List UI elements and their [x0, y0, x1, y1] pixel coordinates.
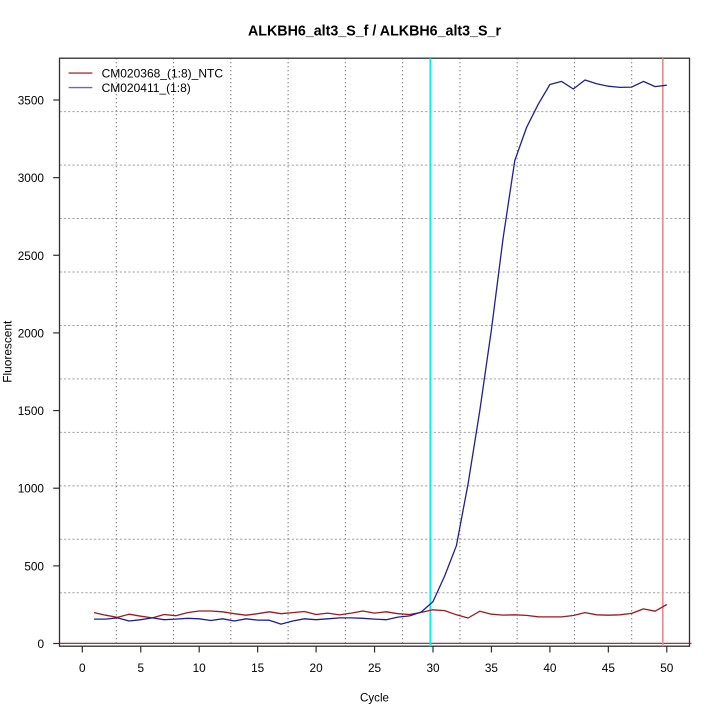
svg-text:50: 50	[660, 661, 674, 675]
svg-text:30: 30	[426, 661, 440, 675]
svg-text:Cycle: Cycle	[360, 690, 389, 704]
svg-text:1500: 1500	[18, 404, 45, 418]
svg-text:35: 35	[485, 661, 499, 675]
svg-text:3000: 3000	[18, 171, 45, 185]
svg-text:0: 0	[37, 637, 44, 651]
svg-text:CM020411_(1:8): CM020411_(1:8)	[102, 81, 191, 95]
svg-text:45: 45	[602, 661, 616, 675]
svg-text:15: 15	[251, 661, 265, 675]
svg-text:Fluorescent: Fluorescent	[1, 320, 15, 383]
svg-text:25: 25	[368, 661, 382, 675]
svg-text:2000: 2000	[18, 326, 45, 340]
svg-text:0: 0	[79, 661, 86, 675]
svg-text:5: 5	[137, 661, 144, 675]
svg-text:CM020368_(1:8)_NTC: CM020368_(1:8)_NTC	[102, 66, 224, 80]
svg-text:10: 10	[193, 661, 207, 675]
svg-text:ALKBH6_alt3_S_f / ALKBH6_alt3_: ALKBH6_alt3_S_f / ALKBH6_alt3_S_r	[248, 24, 501, 40]
svg-text:500: 500	[24, 559, 44, 573]
svg-text:2500: 2500	[18, 249, 45, 263]
svg-text:20: 20	[310, 661, 324, 675]
svg-text:3500: 3500	[18, 93, 45, 107]
svg-text:40: 40	[543, 661, 557, 675]
svg-text:1000: 1000	[18, 482, 45, 496]
